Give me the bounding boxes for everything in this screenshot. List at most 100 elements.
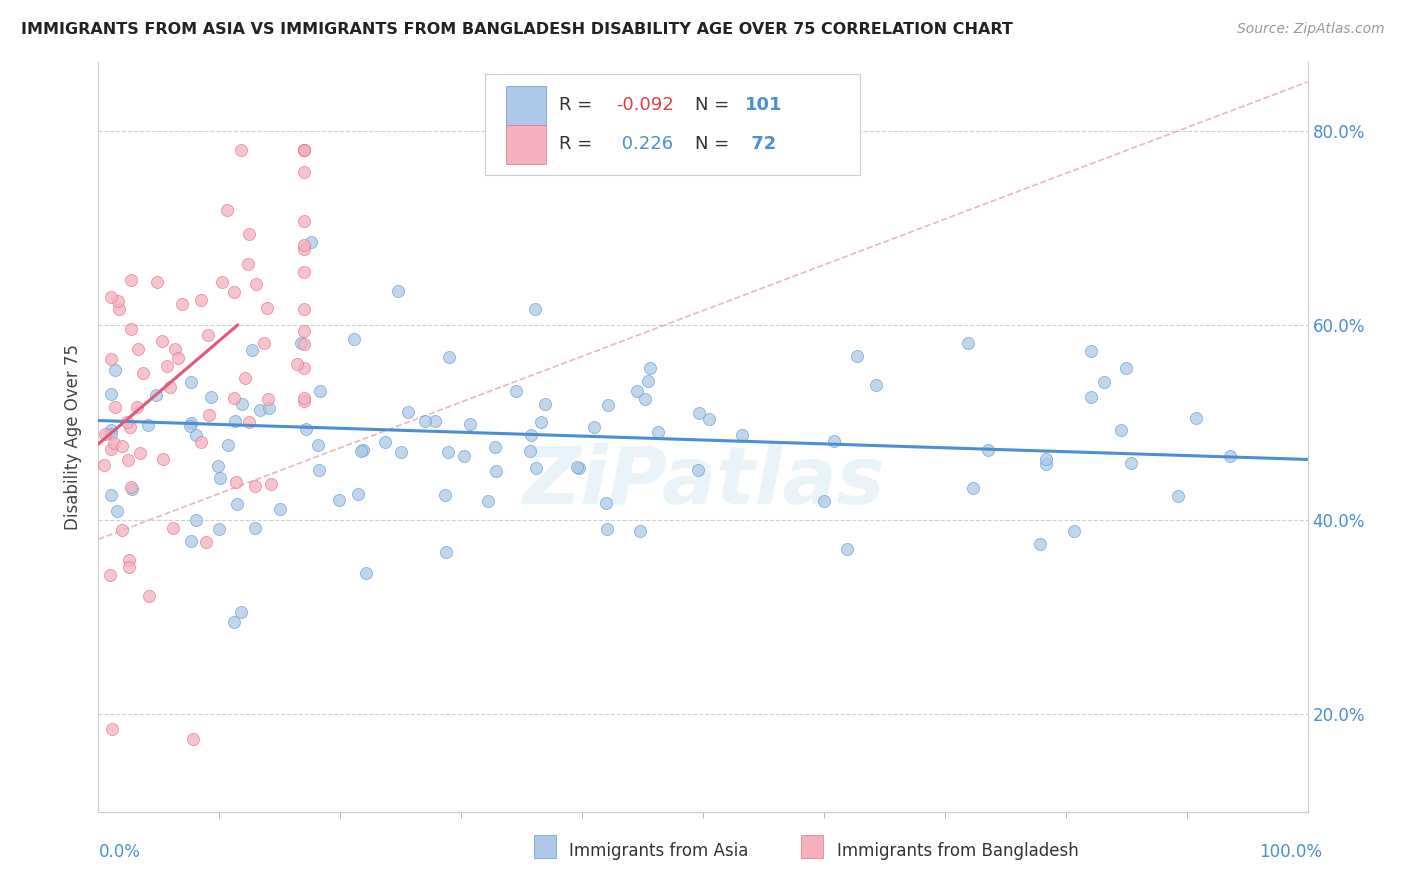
Text: ZiPatlas: ZiPatlas xyxy=(522,443,884,521)
Point xyxy=(146,275,169,289)
Point xyxy=(100,488,122,502)
Point xyxy=(243,479,266,493)
Point xyxy=(292,143,315,157)
Point xyxy=(1092,375,1115,389)
Text: Source: ZipAtlas.com: Source: ZipAtlas.com xyxy=(1237,22,1385,37)
Point xyxy=(238,227,260,242)
Point xyxy=(190,293,212,308)
Point xyxy=(595,496,617,510)
Text: R =: R = xyxy=(560,135,598,153)
Point xyxy=(957,336,980,351)
Point xyxy=(523,301,546,316)
Point xyxy=(115,416,138,430)
Point xyxy=(132,366,155,380)
Point xyxy=(229,143,252,157)
Text: Immigrants from Bangladesh: Immigrants from Bangladesh xyxy=(837,842,1078,860)
Point xyxy=(1035,457,1057,471)
Point xyxy=(1035,451,1057,466)
Point xyxy=(256,392,278,407)
Point xyxy=(111,524,134,538)
Point xyxy=(567,460,589,475)
Point xyxy=(222,391,245,405)
Point xyxy=(292,238,315,252)
Point xyxy=(308,463,330,477)
Point xyxy=(309,384,332,398)
Point xyxy=(121,482,143,496)
Point xyxy=(256,301,278,316)
Y-axis label: Disability Age Over 75: Disability Age Over 75 xyxy=(65,344,83,530)
Point xyxy=(453,450,475,464)
Point xyxy=(224,414,246,428)
Point xyxy=(198,408,221,422)
Point xyxy=(292,143,315,157)
Point xyxy=(129,446,152,460)
Point xyxy=(170,297,193,311)
Point xyxy=(249,403,271,417)
Point xyxy=(222,615,245,629)
Point xyxy=(184,428,207,442)
Point xyxy=(100,442,122,457)
Point xyxy=(352,442,374,457)
Point xyxy=(437,351,460,365)
Point xyxy=(460,417,482,432)
Point xyxy=(434,488,457,502)
Point xyxy=(120,321,142,335)
FancyBboxPatch shape xyxy=(485,74,860,175)
Point xyxy=(865,377,887,392)
Point xyxy=(190,434,212,449)
Point xyxy=(292,165,315,179)
Point xyxy=(156,359,179,373)
Point xyxy=(179,419,201,434)
Point xyxy=(519,443,541,458)
Point xyxy=(350,443,373,458)
Point xyxy=(477,493,499,508)
Point xyxy=(226,497,249,511)
Point xyxy=(152,451,174,466)
Point xyxy=(120,273,142,287)
Point xyxy=(292,242,315,256)
Point xyxy=(976,442,998,457)
Point xyxy=(485,464,508,478)
Point xyxy=(688,463,710,477)
Point xyxy=(180,533,202,548)
Point xyxy=(100,351,122,366)
Point xyxy=(292,143,315,157)
Text: R =: R = xyxy=(560,96,598,114)
Point xyxy=(295,422,318,436)
Point xyxy=(159,380,181,394)
Point xyxy=(835,541,858,556)
Bar xyxy=(506,86,546,125)
Point xyxy=(98,567,121,582)
Point xyxy=(434,545,457,559)
Point xyxy=(184,513,207,527)
Point xyxy=(626,384,648,398)
Text: 101: 101 xyxy=(745,96,783,114)
Point xyxy=(127,342,149,356)
Point xyxy=(163,342,186,356)
Point xyxy=(347,487,370,501)
Point xyxy=(236,257,259,271)
Point xyxy=(637,374,659,388)
Point xyxy=(484,440,506,454)
Point xyxy=(596,522,619,536)
Point xyxy=(167,351,190,366)
Point xyxy=(568,460,591,475)
Point xyxy=(292,394,315,409)
Point xyxy=(118,559,141,574)
Point xyxy=(1080,390,1102,404)
Point xyxy=(534,397,557,411)
Point xyxy=(1063,524,1085,539)
Point xyxy=(208,522,231,536)
Point xyxy=(100,387,122,401)
Point xyxy=(1185,411,1208,425)
Point xyxy=(238,415,260,429)
Point xyxy=(117,453,139,467)
Point xyxy=(181,731,204,746)
Point xyxy=(225,475,247,489)
Point xyxy=(292,265,315,279)
Point xyxy=(596,398,619,412)
Point xyxy=(257,401,280,415)
Point xyxy=(1119,456,1142,470)
Point xyxy=(208,471,231,485)
Point xyxy=(245,277,267,291)
